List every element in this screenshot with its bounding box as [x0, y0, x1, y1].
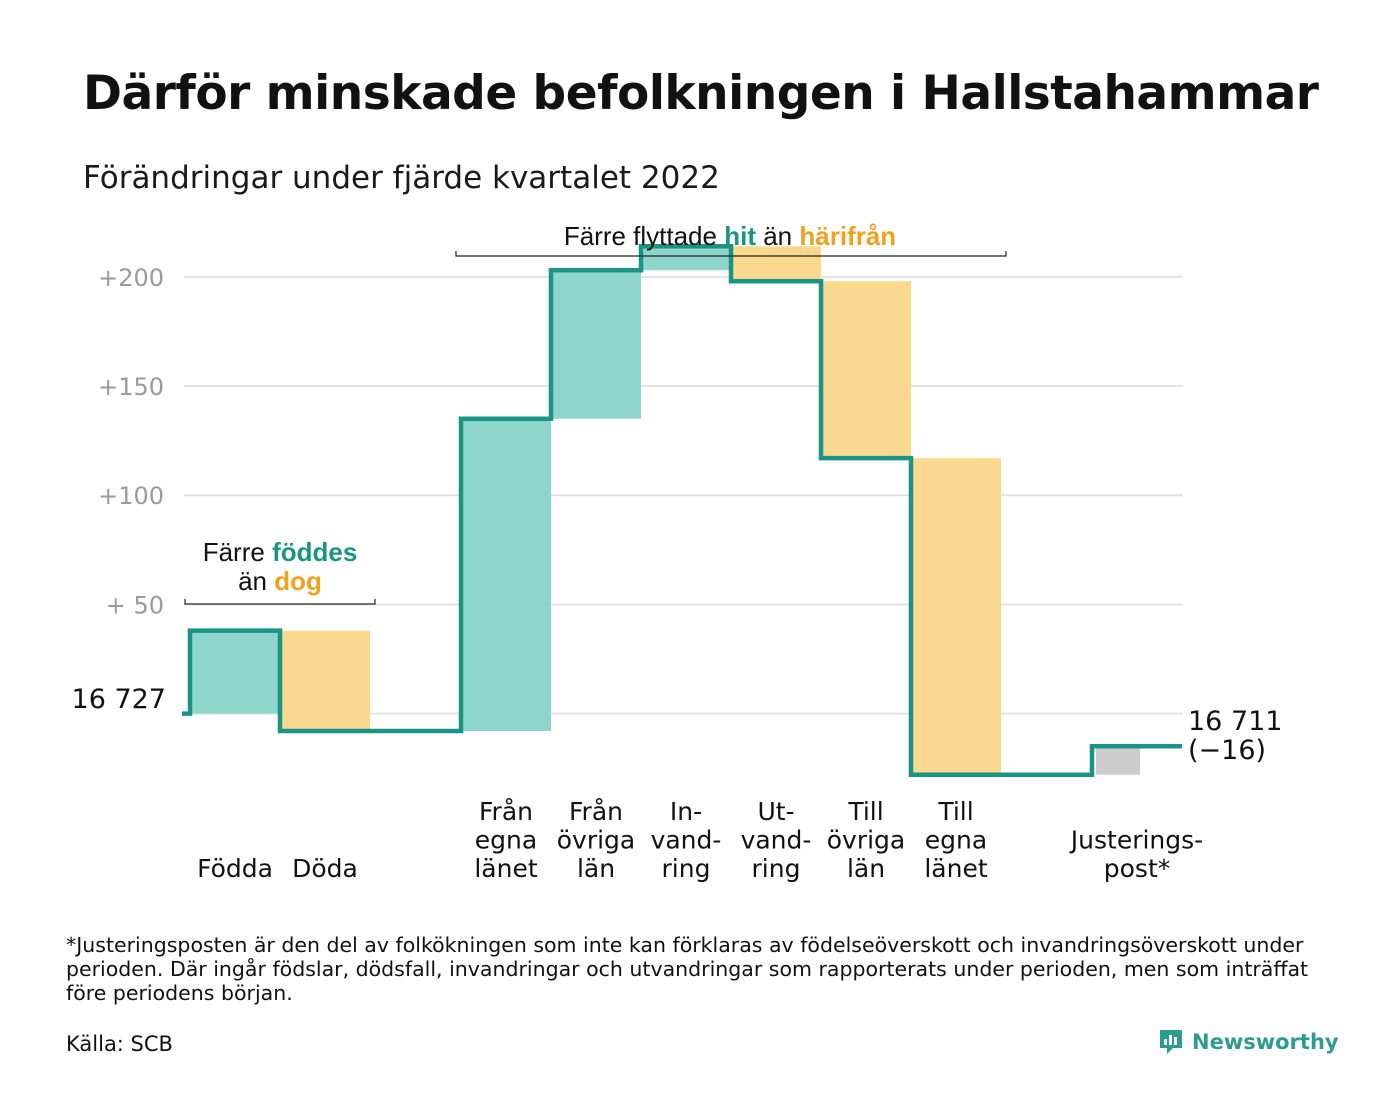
y-tick-labels: + 50 +100 +150 +200 — [98, 264, 164, 620]
category-label: post* — [1104, 854, 1171, 883]
chart-title: Därför minskade befolkningen i Hallstaha… — [83, 66, 1319, 121]
category-label: Till — [937, 797, 973, 826]
bar-out — [821, 281, 911, 459]
category-label: vand- — [741, 826, 812, 855]
moves-annotation: Färre flyttade hit än härifrån — [455, 221, 1007, 257]
category-label: län — [577, 854, 615, 883]
births-mid: än — [238, 566, 267, 596]
category-label: Döda — [292, 854, 358, 883]
y-tick-label: +200 — [98, 264, 164, 292]
category-label: Från — [569, 797, 623, 826]
category-label: länet — [474, 854, 537, 883]
category-label: Till — [847, 797, 883, 826]
moves-in-word: hit — [724, 221, 756, 251]
end-value-label: 16 711 — [1188, 706, 1282, 737]
bar-adjust — [1096, 746, 1140, 775]
category-label: Från — [479, 797, 533, 826]
category-label: övriga — [557, 826, 636, 855]
bar-in — [461, 418, 551, 732]
births-out-word: dog — [274, 566, 322, 596]
category-label: In- — [670, 797, 702, 826]
waterfall-chart: + 50+100+150+200 Födda DödaFrånegnalänetF… — [72, 221, 1283, 883]
category-label: län — [847, 854, 885, 883]
births-bracket — [184, 599, 376, 605]
category-label: Ut- — [757, 797, 794, 826]
footnote: *Justeringsposten är den del av folkökni… — [66, 933, 1309, 1005]
svg-text:Färre flyttade hit än härifrån: Färre flyttade hit än härifrån — [564, 221, 896, 251]
svg-text:Färre föddes: Färre föddes — [203, 537, 358, 567]
bar-out — [911, 458, 1001, 775]
moves-mid: än — [763, 221, 792, 251]
bar-out — [731, 246, 821, 282]
start-value-label: 16 727 — [72, 684, 166, 715]
births-annotation: Färre föddes än dog — [184, 537, 376, 605]
y-tick-label: + 50 — [106, 591, 164, 619]
category-label: länet — [924, 854, 987, 883]
category-label: vand- — [651, 826, 722, 855]
chart-subtitle: Förändringar under fjärde kvartalet 2022 — [83, 160, 720, 196]
category-label: övriga — [827, 826, 906, 855]
category-label: Födda — [197, 854, 273, 883]
source-label: Källa: SCB — [66, 1032, 173, 1056]
category-label: egna — [475, 826, 537, 855]
category-label: Justerings- — [1069, 826, 1203, 855]
moves-bracket — [455, 251, 1007, 257]
cumulative-step-line — [182, 244, 1182, 777]
y-tick-label: +100 — [98, 482, 164, 510]
category-label: egna — [925, 826, 987, 855]
end-change-label: (−16) — [1188, 735, 1266, 766]
annotations: Färre föddes än dog Färre flyttade hit ä… — [184, 221, 1007, 605]
category-labels: Födda DödaFrånegnalänetFrånövrigalänIn-va… — [197, 797, 1203, 883]
brand-name: Newsworthy — [1192, 1030, 1339, 1054]
svg-text:än dog: än dog — [238, 566, 322, 596]
births-in-word: föddes — [272, 537, 357, 567]
brand-logo[interactable]: Newsworthy — [1158, 1028, 1339, 1056]
bar-group — [190, 246, 1140, 775]
moves-out-word: härifrån — [799, 221, 896, 251]
category-label: ring — [662, 854, 711, 883]
bar-in — [551, 270, 641, 419]
moves-prefix: Färre flyttade — [564, 221, 717, 251]
births-prefix: Färre — [203, 537, 265, 567]
bar-in — [190, 630, 280, 714]
newsworthy-logo-icon — [1160, 1030, 1182, 1054]
bar-in — [641, 246, 731, 271]
category-label: ring — [752, 854, 801, 883]
y-tick-label: +150 — [98, 373, 164, 401]
bar-out — [280, 630, 370, 732]
